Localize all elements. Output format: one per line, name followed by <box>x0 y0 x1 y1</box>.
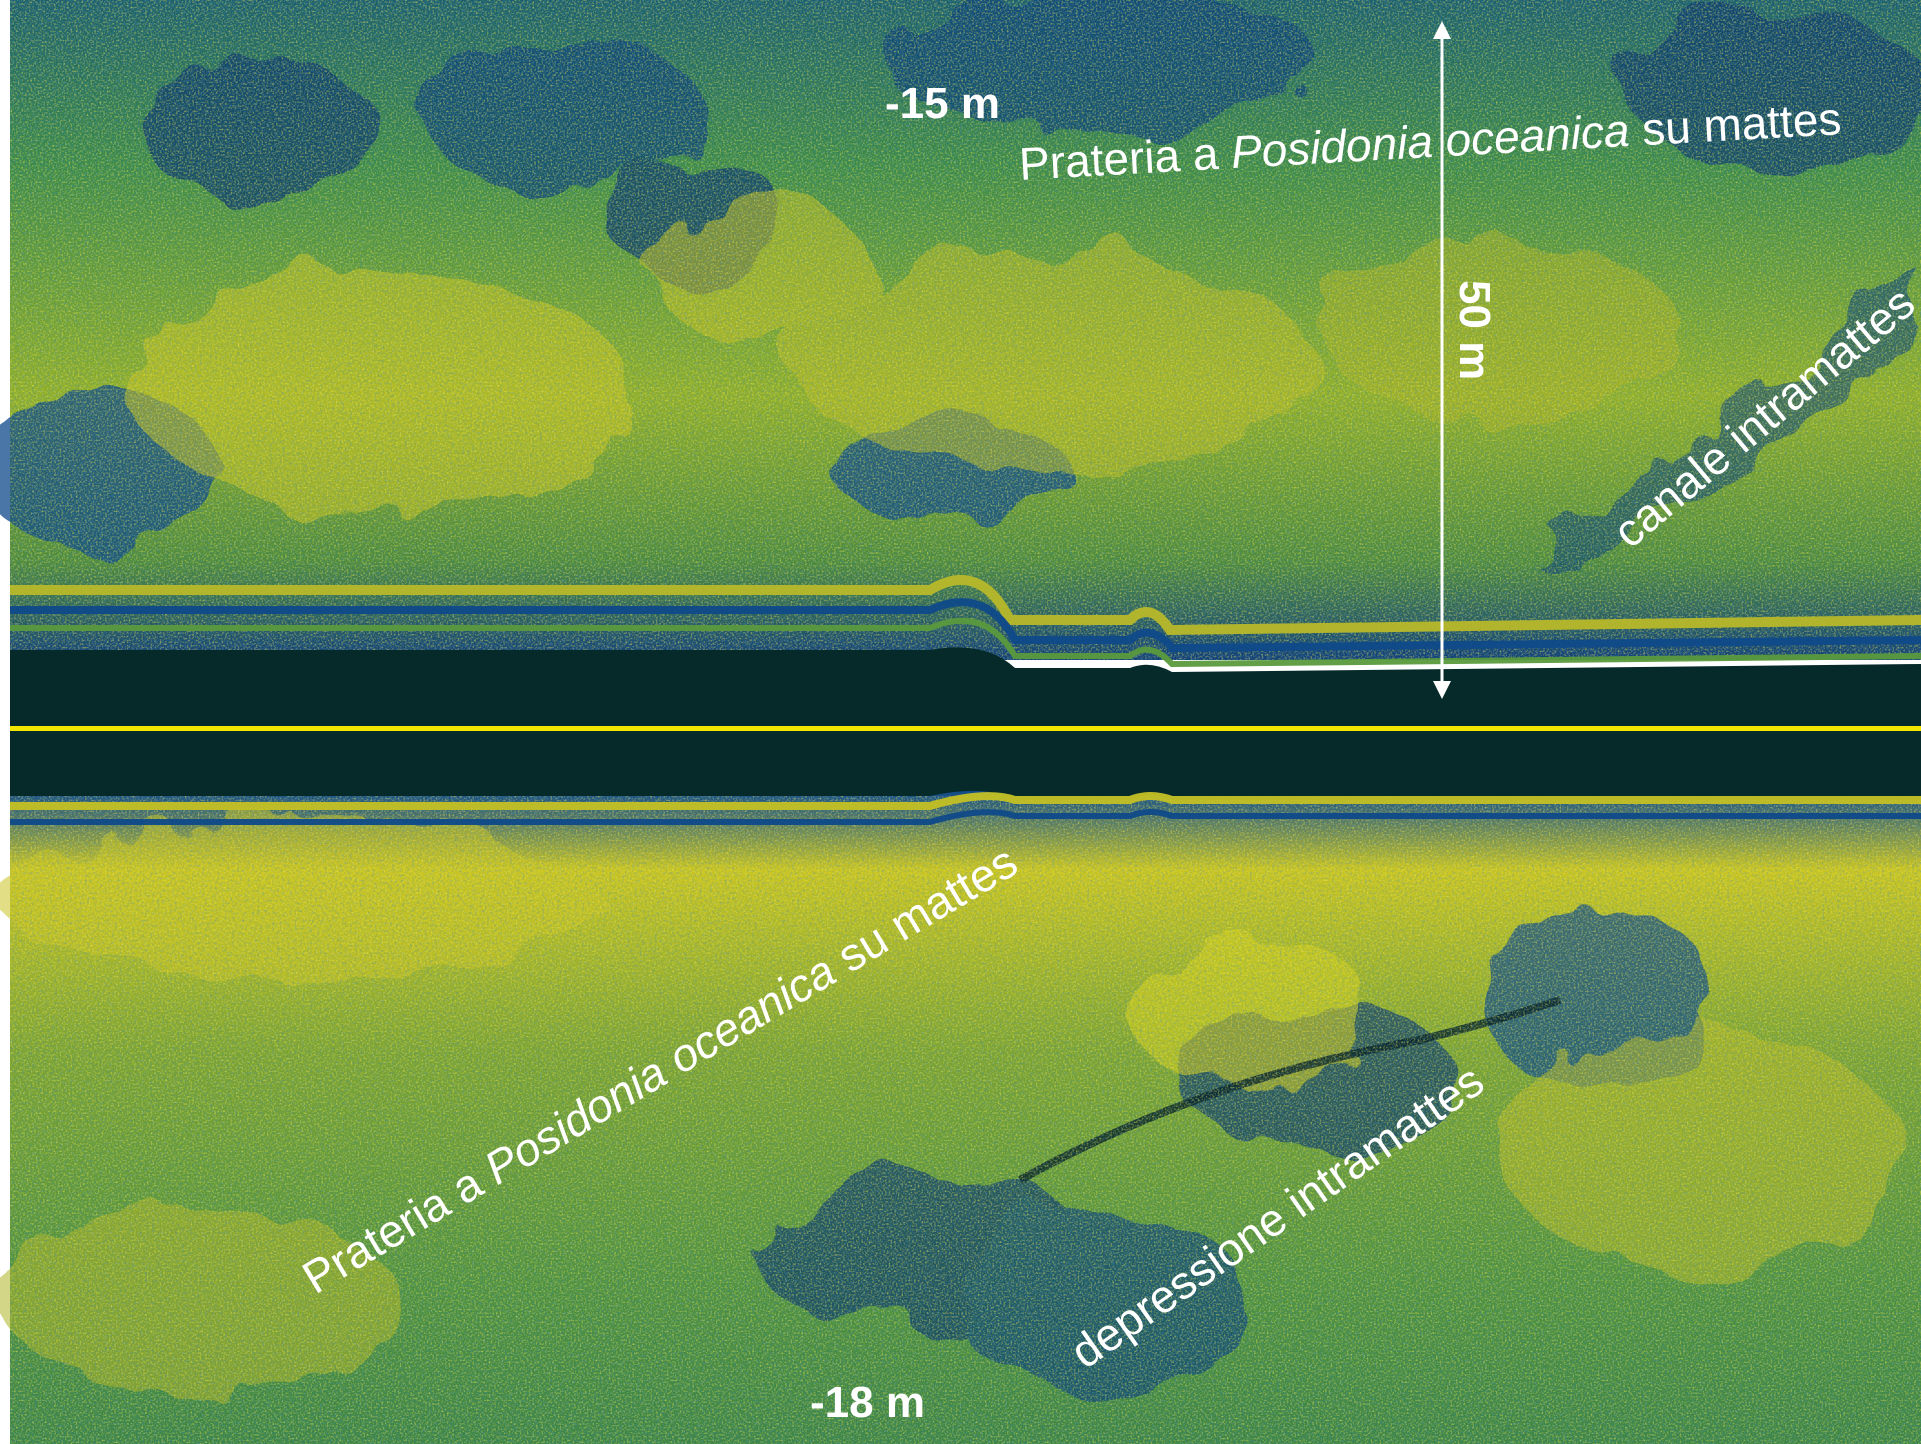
depth-label-bottom: -18 m <box>810 1378 925 1427</box>
meadow-label-top-prefix: Prateria a <box>1018 126 1233 190</box>
meadow-label-top-suffix: su mattes <box>1628 92 1843 156</box>
port-seabed <box>0 0 1921 668</box>
depth-label-top: -15 m <box>885 79 1000 128</box>
nadir-line <box>10 726 1921 731</box>
starboard-seabed <box>0 790 1921 1444</box>
meadow-label-top: Prateria a Posidonia oceanica su mattes <box>1018 92 1843 190</box>
scale-bar-label: 50 m <box>1450 280 1499 380</box>
scale-bar: 50 m <box>1433 21 1499 699</box>
water-column <box>10 647 1921 808</box>
